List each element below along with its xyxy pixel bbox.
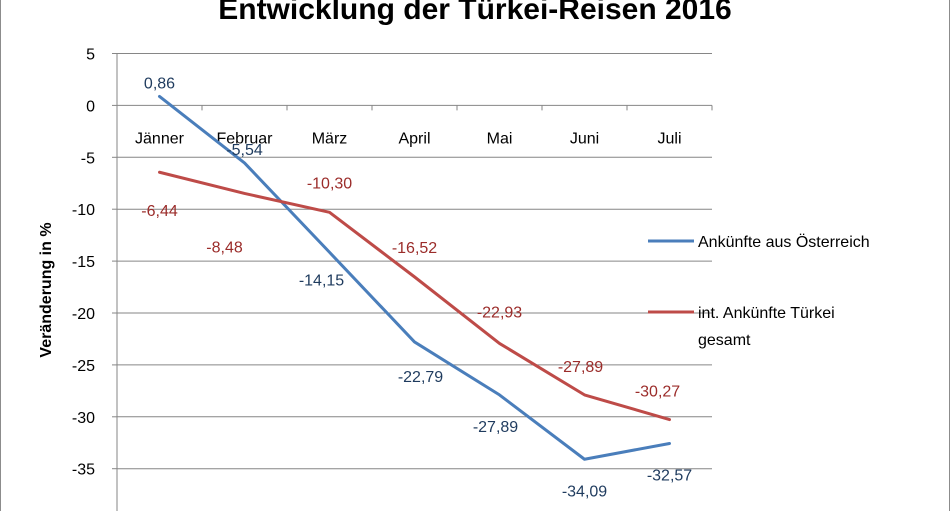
- x-axis-ticks: Jänner Februar März April Mai Juni Juli: [135, 130, 681, 147]
- x-tick-label: April: [398, 130, 430, 147]
- y-tick-label: -25: [72, 358, 95, 375]
- x-tick-label: Juni: [570, 130, 599, 147]
- y-tick-label: -35: [72, 462, 95, 479]
- series-line: [158, 170, 671, 422]
- x-tick-label: Jänner: [135, 130, 185, 147]
- data-label: -5,54: [226, 142, 263, 159]
- data-label: 0,86: [144, 75, 175, 92]
- gridlines: [112, 53, 713, 511]
- y-tick-label: -20: [72, 306, 95, 323]
- x-tick-label: Februar: [216, 130, 273, 147]
- y-tick-label: -30: [72, 410, 95, 427]
- x-tick-label: Juli: [657, 130, 681, 147]
- y-axis-ticks: 5 0 -5 -10 -15 -20 -25 -30 -35: [72, 47, 95, 479]
- y-tick-label: -5: [81, 150, 95, 167]
- x-tick-label: März: [312, 130, 348, 147]
- legend-label: int. Ankünfte Türkei: [698, 305, 835, 322]
- legend: Ankünfte aus Österreich int. Ankünfte Tür…: [648, 233, 870, 349]
- series-lines: [158, 94, 671, 461]
- chart-title: Entwicklung der Türkei-Reisen 2016: [218, 0, 732, 26]
- data-label: -22,93: [477, 304, 522, 321]
- data-labels: 0,86 -5,54 -14,15 -22,79 -27,89 -34,09 -32,57 -…: [141, 75, 692, 500]
- data-label: -6,44: [141, 203, 178, 220]
- legend-label: gesamt: [698, 332, 751, 349]
- data-label: -30,27: [635, 384, 680, 401]
- data-label: -27,89: [473, 419, 518, 436]
- legend-label: Ankünfte aus Österreich: [698, 233, 870, 251]
- data-label: -22,79: [398, 369, 443, 386]
- y-tick-label: 0: [86, 98, 95, 115]
- data-label: -34,09: [562, 483, 607, 500]
- data-label: -10,30: [307, 175, 352, 192]
- y-axis-label: Veränderung in %: [38, 222, 55, 357]
- y-tick-label: -15: [72, 254, 95, 271]
- y-tick-label: -10: [72, 202, 95, 219]
- data-label: -8,48: [206, 239, 243, 256]
- data-label: -14,15: [299, 272, 344, 289]
- data-label: -27,89: [558, 359, 603, 376]
- x-tick-label: Mai: [487, 130, 513, 147]
- data-label: -16,52: [392, 240, 437, 257]
- series-line: [158, 94, 671, 461]
- y-tick-label: 5: [86, 47, 95, 64]
- data-label: -32,57: [647, 467, 692, 484]
